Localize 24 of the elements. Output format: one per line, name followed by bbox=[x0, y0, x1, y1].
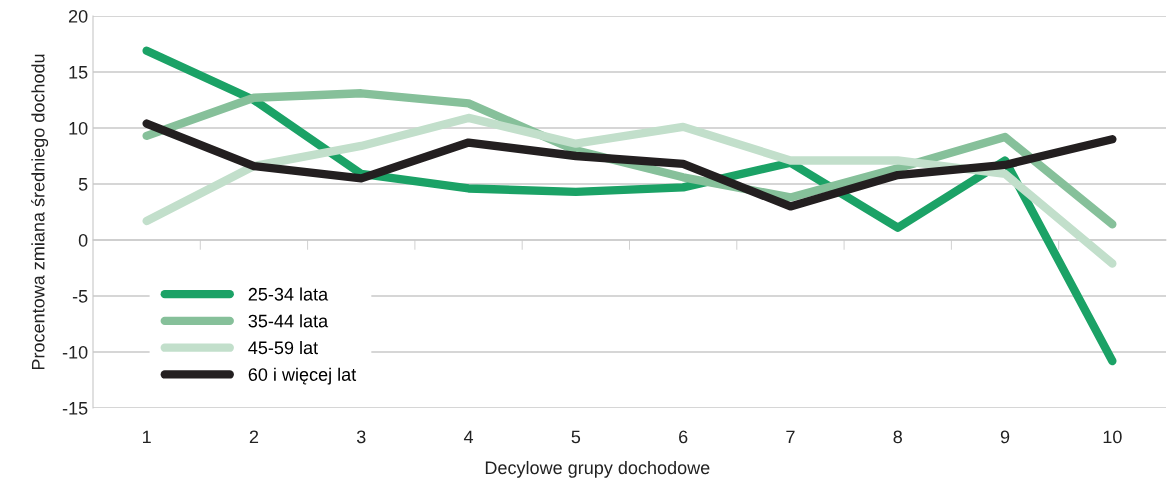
legend-label: 25-34 lata bbox=[248, 287, 329, 301]
x-tick-label: 10 bbox=[1103, 430, 1122, 444]
y-tick-label: -5 bbox=[72, 290, 88, 303]
x-tick-label: 6 bbox=[679, 430, 688, 444]
legend-label: 35-44 lata bbox=[248, 314, 329, 328]
y-tick-label: -10 bbox=[62, 345, 88, 359]
x-tick-label: 7 bbox=[786, 430, 795, 444]
y-tick-label: -15 bbox=[62, 402, 88, 415]
legend-label: 45-59 lat bbox=[248, 340, 318, 355]
x-tick-label: 8 bbox=[893, 430, 902, 444]
y-axis-title: Procentowa zmiana średniego dochodu bbox=[31, 54, 49, 370]
y-tick-label: 0 bbox=[78, 233, 88, 247]
x-tick-label: 2 bbox=[249, 430, 259, 444]
y-tick-label: 5 bbox=[78, 178, 88, 191]
y-tick-label: 20 bbox=[68, 9, 88, 23]
x-axis-title: Decylowe grupy dochodowe bbox=[485, 460, 710, 478]
y-tick-label: 15 bbox=[69, 66, 88, 79]
legend-label: 60 i więcej lat bbox=[248, 367, 357, 385]
x-tick-label: 5 bbox=[571, 430, 581, 444]
x-tick-label: 3 bbox=[356, 430, 366, 444]
y-tick-label: 10 bbox=[69, 121, 88, 135]
x-tick-label: 1 bbox=[143, 430, 151, 444]
x-tick-label: 4 bbox=[463, 430, 474, 444]
x-tick-label: 9 bbox=[1000, 430, 1010, 444]
